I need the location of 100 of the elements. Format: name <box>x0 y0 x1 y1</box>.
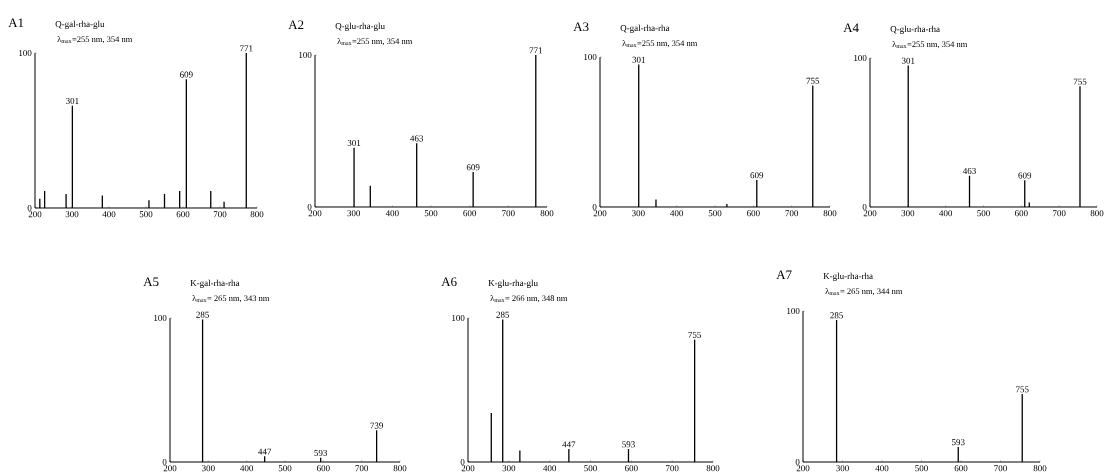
annotation: 301 <box>901 57 915 64</box>
x-tick-label: 500 <box>915 465 928 472</box>
x-tick-label: 500 <box>139 211 153 218</box>
x-tick-label: 200 <box>863 210 877 217</box>
chart-title: A3 <box>573 22 589 32</box>
annotation: 285 <box>196 311 209 318</box>
annotation: 447 <box>258 448 272 455</box>
annotation: 739 <box>370 422 383 429</box>
x-tick-label: 600 <box>747 210 760 217</box>
y-tick-label: 100 <box>452 314 465 322</box>
annotation: 755 <box>806 77 820 84</box>
text: λ$_{max}$=255 nm, 354 nm <box>622 40 698 48</box>
x-tick-label: 200 <box>308 210 322 217</box>
annotation: 771 <box>529 47 542 54</box>
x-tick-label: 800 <box>250 211 264 218</box>
chart-title: A6 <box>441 277 457 287</box>
x-tick-label: 500 <box>977 210 990 217</box>
y-tick-label: 100 <box>154 314 167 322</box>
x-tick-label: 200 <box>593 210 607 217</box>
x-tick-label: 500 <box>708 210 722 217</box>
chart-title: A1 <box>8 18 24 27</box>
chart-subtitle: Q-glu-rha-glu <box>335 22 385 31</box>
x-tick-label: 200 <box>163 465 177 472</box>
annotation: 463 <box>410 135 424 142</box>
x-tick-label: 800 <box>823 210 837 217</box>
x-tick-label: 400 <box>670 210 684 217</box>
x-tick-label: 800 <box>1033 465 1047 472</box>
x-tick-label: 600 <box>317 465 330 472</box>
x-tick-label: 200 <box>796 465 810 472</box>
text: λ$_{max}$=255 nm, 354 nm <box>57 36 133 44</box>
y-tick-label: 100 <box>584 53 597 61</box>
text: λ$_{max}$= 265 nm, 344 nm <box>825 288 903 296</box>
x-tick-label: 500 <box>424 210 438 217</box>
chart-subtitle: Q-glu-rha-rha <box>890 25 940 34</box>
x-tick-label: 700 <box>502 210 515 217</box>
chart-title: A7 <box>776 270 792 279</box>
annotation: 755 <box>1016 386 1029 393</box>
annotation: 301 <box>66 97 79 104</box>
text: λ$_{max}$= 266 nm, 348 nm <box>490 295 568 303</box>
x-tick-label: 400 <box>939 210 953 217</box>
x-tick-label: 700 <box>994 465 1007 472</box>
x-tick-label: 300 <box>65 211 79 218</box>
chart-subtitle: K-glu-rha-rha <box>823 272 873 281</box>
x-tick-label: 300 <box>202 465 215 472</box>
annotation: 593 <box>952 439 965 446</box>
text: λ$_{max}$= 265 nm, 343 nm <box>192 295 270 303</box>
chart-subtitle: Q-gal-rha-rha <box>620 24 670 33</box>
annotation: 301 <box>632 56 645 63</box>
x-tick-label: 400 <box>102 211 116 218</box>
x-tick-label: 700 <box>213 211 227 218</box>
y-tick-label: 100 <box>19 49 32 57</box>
x-tick-label: 400 <box>543 465 557 472</box>
x-tick-label: 300 <box>632 210 645 217</box>
x-tick-label: 200 <box>461 465 475 472</box>
annotation: 771 <box>240 45 253 52</box>
y-tick-label: 0 <box>795 458 800 466</box>
x-tick-label: 300 <box>901 210 915 217</box>
chart-title: A5 <box>143 277 159 287</box>
x-tick-label: 600 <box>176 211 190 218</box>
annotation: 755 <box>688 331 702 338</box>
x-tick-label: 700 <box>355 465 369 472</box>
chart-subtitle: K-glu-rha-glu <box>488 279 538 288</box>
chart-title: A2 <box>288 20 304 29</box>
x-tick-label: 200 <box>28 211 42 218</box>
y-tick-label: 0 <box>27 204 32 212</box>
annotation: 301 <box>347 139 361 147</box>
x-tick-label: 800 <box>393 465 407 472</box>
x-tick-label: 600 <box>625 465 638 472</box>
y-tick-label: 0 <box>460 458 465 466</box>
y-tick-label: 100 <box>787 307 800 315</box>
x-tick-label: 300 <box>347 210 361 217</box>
chart-subtitle: Q-gal-rha-glu <box>55 20 105 29</box>
x-tick-label: 400 <box>875 465 889 472</box>
annotation: 463 <box>962 167 976 175</box>
text: λ$_{max}$=255 nm, 354 nm <box>337 38 413 46</box>
annotation: 593 <box>622 441 635 448</box>
x-tick-label: 700 <box>785 210 799 217</box>
y-tick-label: 0 <box>862 203 867 211</box>
x-tick-label: 400 <box>385 210 399 217</box>
annotation: 285 <box>496 311 510 318</box>
x-tick-label: 400 <box>240 465 254 472</box>
x-tick-label: 600 <box>463 210 477 217</box>
x-tick-label: 700 <box>1053 210 1066 217</box>
annotation: 755 <box>1073 78 1087 85</box>
x-tick-label: 700 <box>666 465 679 472</box>
text: λ$_{max}$=255 nm, 354 nm <box>892 41 968 49</box>
x-tick-label: 600 <box>1015 210 1028 217</box>
annotation: 593 <box>314 449 328 456</box>
annotation: 285 <box>830 312 843 319</box>
x-tick-label: 800 <box>1090 210 1104 217</box>
annotation: 609 <box>180 71 193 78</box>
y-tick-label: 0 <box>592 203 597 211</box>
annotation: 609 <box>466 164 480 171</box>
annotation: 609 <box>750 172 764 179</box>
chart-title: A4 <box>843 23 859 32</box>
x-tick-label: 800 <box>706 465 720 472</box>
x-tick-label: 500 <box>278 465 292 472</box>
y-tick-label: 0 <box>162 458 167 466</box>
annotation: 447 <box>562 441 576 448</box>
chart-subtitle: K-gal-rha-rha <box>190 279 240 288</box>
